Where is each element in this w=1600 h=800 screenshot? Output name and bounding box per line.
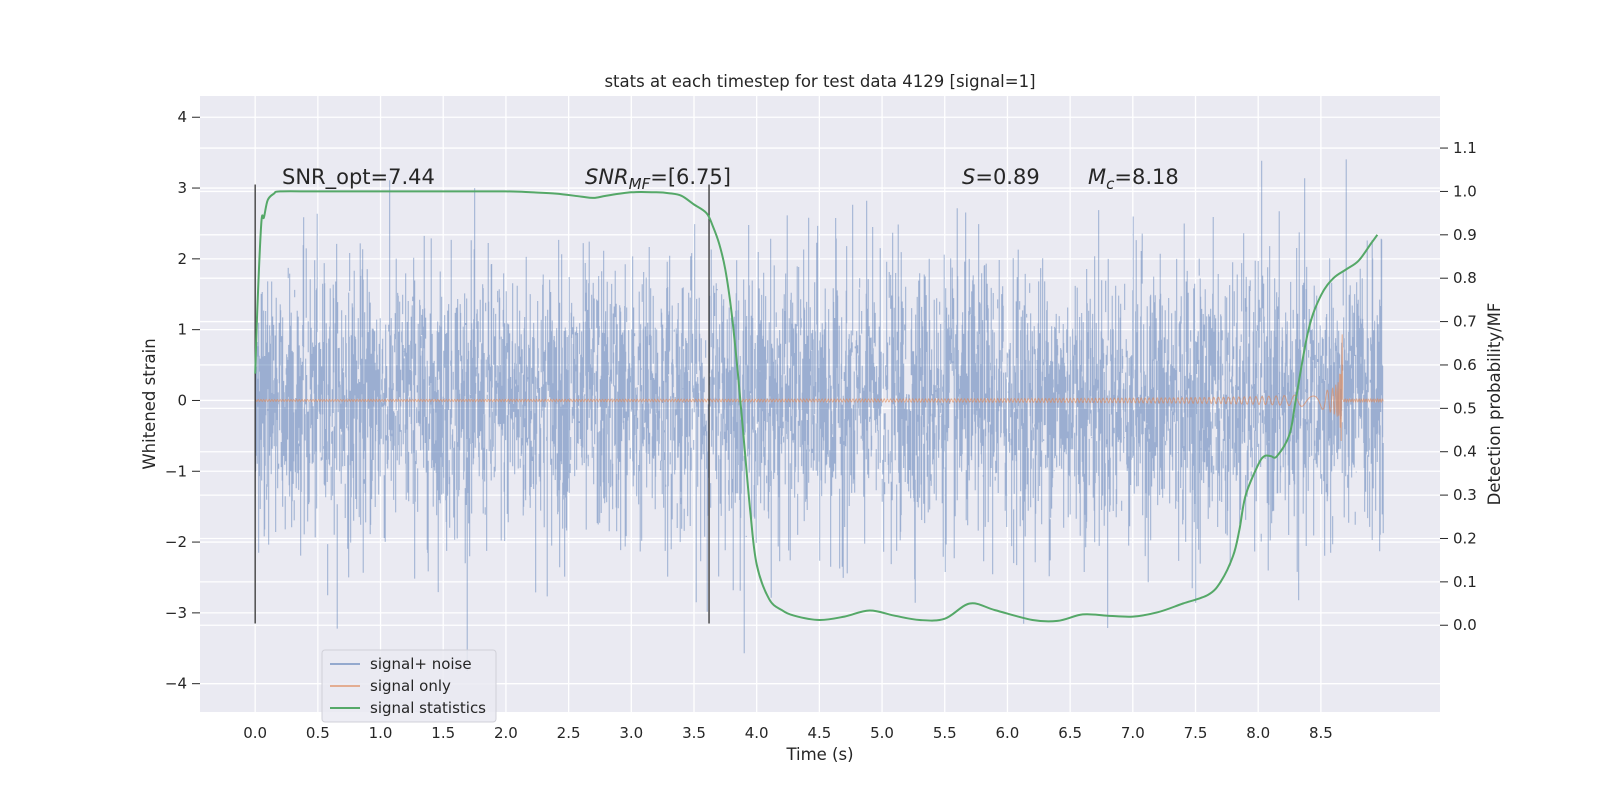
snr-mf-value: =[6.75]: [650, 165, 731, 189]
vertical-lines: [254, 184, 710, 624]
x-tick-label: 3.0: [619, 724, 643, 742]
annotation-mc: Mc=8.18: [1088, 165, 1179, 193]
series-signal-only: [255, 334, 1384, 442]
y2-tick-label: 0.9: [1453, 226, 1477, 244]
legend-label-signal-statistics: signal statistics: [370, 699, 486, 717]
y2-tick-label: 0.7: [1453, 313, 1477, 331]
x-tick-label: 6.0: [996, 724, 1020, 742]
x-tick-label: 7.0: [1121, 724, 1145, 742]
y-tick-label: 1: [177, 321, 187, 339]
y2-tick-label: 0.1: [1453, 573, 1477, 591]
x-tick-label: 1.5: [431, 724, 455, 742]
plot-content: [254, 159, 1384, 671]
y2-tick-label: 0.6: [1453, 356, 1477, 374]
annotation-snr-opt: SNR_opt=7.44: [282, 165, 435, 190]
legend: signal+ noise signal only signal statist…: [321, 649, 497, 723]
y2-tick-label: 0.8: [1453, 269, 1477, 287]
annotation-snr-mf: SNRMF=[6.75]: [585, 165, 731, 193]
mc-sub: c: [1106, 175, 1115, 193]
x-tick-label: 1.0: [369, 724, 393, 742]
y-axis-label: Whitened strain: [140, 338, 159, 469]
x-tick-label: 3.5: [682, 724, 706, 742]
x-tick-label: 2.5: [557, 724, 581, 742]
legend-box: [321, 649, 497, 723]
y-tick-labels: 4 3 2 1 0 −1 −2 −3 −4: [165, 108, 200, 693]
signal-trace: [255, 334, 1384, 442]
s-value: =0.89: [975, 165, 1039, 189]
legend-label-signal-only: signal only: [370, 677, 451, 695]
x-tick-label: 0.5: [306, 724, 330, 742]
y2-tick-label: 1.1: [1453, 139, 1477, 157]
mc-value: =8.18: [1114, 165, 1178, 189]
y2-tick-label: 0.5: [1453, 399, 1477, 417]
y2-tick-label: 0.2: [1453, 529, 1477, 547]
snr-mf-label: SNR: [585, 165, 629, 189]
x-tick-label: 6.5: [1058, 724, 1082, 742]
y2-tick-label: 1.0: [1453, 182, 1477, 200]
y2-axis-label: Detection probability/MF: [1485, 303, 1504, 506]
legend-label-signal-noise: signal+ noise: [370, 655, 472, 673]
y2-tick-label: 0.0: [1453, 616, 1477, 634]
x-tick-label: 2.0: [494, 724, 518, 742]
x-tick-label: 4.0: [745, 724, 769, 742]
x-tick-labels: 0.0 0.5 1.0 1.5 2.0 2.5 3.0 3.5 4.0 4.5 5.0 5.5 6.0 6…: [243, 724, 1333, 742]
y-tick-label: 4: [177, 108, 187, 126]
mc-label: M: [1088, 165, 1106, 189]
series-signal-statistics: [254, 190, 1379, 623]
y2-tick-label: 0.3: [1453, 486, 1477, 504]
x-axis-label: Time (s): [785, 745, 853, 764]
y-tick-label: 0: [177, 391, 187, 409]
y-tick-label: −1: [165, 462, 187, 480]
y-tick-label: −2: [165, 533, 187, 551]
y2-tick-label: 0.4: [1453, 443, 1477, 461]
x-tick-label: 8.0: [1246, 724, 1270, 742]
x-tick-label: 5.5: [933, 724, 957, 742]
s-label: S: [962, 165, 975, 189]
x-tick-label: 7.5: [1184, 724, 1208, 742]
statistics-line: [254, 190, 1379, 623]
y-tick-label: −3: [165, 604, 187, 622]
annotation-s: S=0.89: [962, 165, 1040, 189]
y-tick-label: −4: [165, 675, 187, 693]
x-tick-label: 0.0: [243, 724, 267, 742]
y-tick-label: 2: [177, 250, 187, 268]
chart-title: stats at each timestep for test data 412…: [604, 72, 1035, 91]
x-tick-label: 8.5: [1309, 724, 1333, 742]
y-tick-label: 3: [177, 179, 187, 197]
snr-mf-sub: MF: [629, 175, 651, 193]
y2-tick-labels: 1.1 1.0 0.9 0.8 0.7 0.6 0.5 0.4 0.3 0.2 0.1 0.0: [1440, 139, 1477, 634]
x-tick-label: 5.0: [870, 724, 894, 742]
x-tick-label: 4.5: [807, 724, 831, 742]
